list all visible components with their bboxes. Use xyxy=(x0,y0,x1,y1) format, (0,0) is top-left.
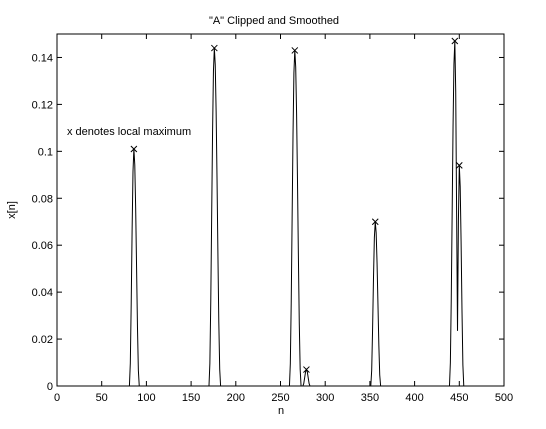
y-tick-label: 0.04 xyxy=(32,287,53,299)
y-tick-label: 0.02 xyxy=(32,334,53,346)
x-tick-label: 350 xyxy=(361,392,379,404)
local-maximum-marker xyxy=(451,37,459,45)
y-tick-label: 0.14 xyxy=(32,52,53,64)
annotation-local-maximum: x denotes local maximum xyxy=(67,126,191,138)
y-axis: 0 0.02 0.04 0.06 0.08 0.1 0.12 0.14 xyxy=(32,52,504,393)
local-maximum-marker xyxy=(291,47,299,54)
y-tick-label: 0.06 xyxy=(32,240,53,252)
x-tick-label: 250 xyxy=(271,392,289,404)
y-axis-label: x[n] xyxy=(6,201,18,219)
y-tick-label: 0 xyxy=(47,381,53,393)
plot-area xyxy=(56,33,505,387)
local-maximum-marker xyxy=(371,218,379,226)
local-maximum-marker xyxy=(130,145,138,153)
y-tick-label: 0.08 xyxy=(32,193,53,205)
y-tick-label: 0.12 xyxy=(32,99,53,111)
x-axis-label: n xyxy=(278,405,284,417)
peak-markers xyxy=(130,37,463,373)
series-path xyxy=(57,41,504,387)
x-tick-label: 0 xyxy=(54,392,60,404)
y-tick-label: 0.1 xyxy=(38,146,53,158)
local-maximum-marker xyxy=(303,366,310,373)
x-tick-label: 450 xyxy=(450,392,468,404)
chart-title: "A" Clipped and Smoothed xyxy=(209,15,339,27)
local-maximum-marker xyxy=(210,44,218,52)
x-tick-label: 200 xyxy=(227,392,245,404)
x-tick-label: 100 xyxy=(137,392,155,404)
x-tick-label: 400 xyxy=(405,392,423,404)
series-line xyxy=(57,41,504,387)
plot-frame xyxy=(56,33,505,387)
x-tick-label: 50 xyxy=(96,392,108,404)
x-tick-label: 300 xyxy=(316,392,334,404)
x-axis: 0 50 100 150 200 250 300 350 400 450 500 xyxy=(54,34,513,404)
x-tick-label: 500 xyxy=(495,392,513,404)
local-maximum-marker xyxy=(455,162,463,169)
x-tick-label: 150 xyxy=(182,392,200,404)
